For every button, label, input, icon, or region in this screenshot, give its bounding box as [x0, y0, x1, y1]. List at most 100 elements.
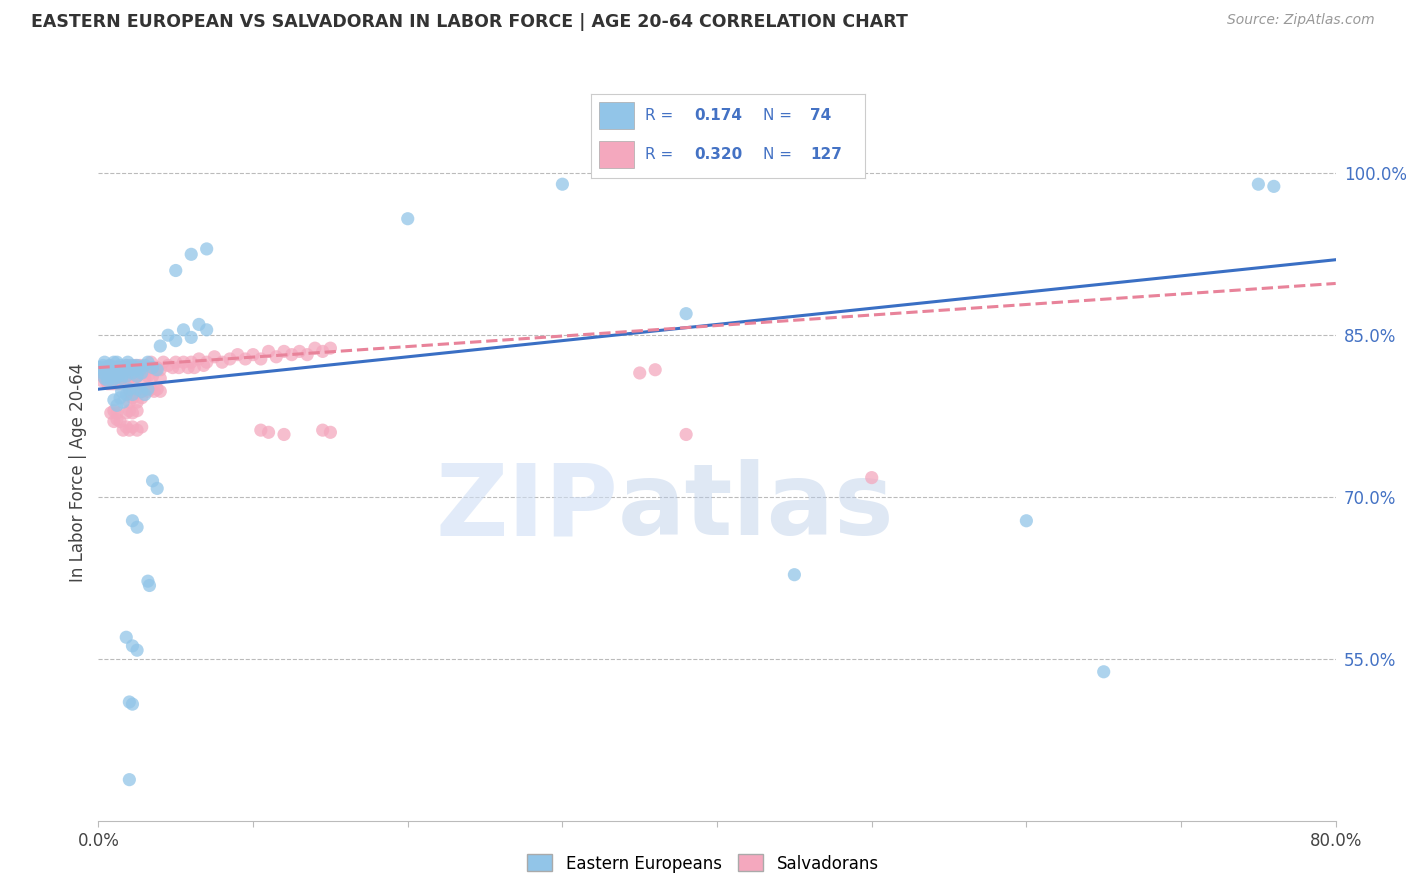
Point [115, 420, 138, 434]
Point [136, 382, 159, 396]
Point [266, 350, 288, 364]
Point [121, 387, 143, 401]
Point [180, 330, 202, 344]
Point [167, 360, 190, 375]
Point [139, 382, 162, 396]
Point [120, 366, 142, 380]
Point [100, 366, 122, 380]
Point [145, 363, 167, 377]
Point [165, 263, 187, 277]
Text: R =: R = [645, 108, 673, 123]
Point [146, 360, 169, 375]
Point [304, 341, 326, 355]
Point [139, 355, 162, 369]
Point [93, 371, 115, 385]
Point [127, 395, 149, 409]
Point [219, 351, 242, 366]
Point [551, 178, 574, 192]
Point [120, 363, 142, 377]
Point [319, 341, 342, 355]
Point [108, 415, 131, 429]
Point [127, 382, 149, 396]
Point [97, 360, 120, 375]
Point [128, 363, 150, 377]
Point [115, 366, 138, 380]
Point [121, 366, 143, 380]
Point [121, 639, 143, 653]
Point [118, 360, 141, 375]
Point [118, 403, 141, 417]
Point [98, 371, 121, 385]
Text: R =: R = [645, 147, 673, 162]
Point [783, 567, 806, 582]
Point [108, 376, 131, 391]
Point [90, 366, 112, 380]
Point [93, 369, 115, 384]
Point [121, 420, 143, 434]
Point [157, 328, 180, 343]
Point [108, 360, 131, 375]
Point [124, 359, 146, 373]
Point [134, 360, 156, 375]
Point [111, 371, 134, 385]
Point [127, 360, 149, 375]
Text: 0.174: 0.174 [695, 108, 742, 123]
Point [193, 359, 215, 373]
Point [105, 376, 128, 391]
Point [136, 355, 159, 369]
Point [112, 369, 135, 384]
Point [297, 348, 319, 362]
Point [107, 360, 129, 375]
Point [628, 366, 651, 380]
Point [97, 363, 120, 377]
Point [121, 382, 143, 396]
Point [103, 366, 125, 380]
Point [142, 360, 165, 375]
Point [105, 360, 128, 375]
Point [89, 360, 111, 375]
Point [98, 363, 121, 377]
Point [131, 420, 153, 434]
Point [136, 384, 159, 399]
Point [121, 360, 143, 375]
Point [162, 360, 184, 375]
Point [101, 374, 124, 388]
Point [97, 374, 120, 388]
Point [107, 374, 129, 388]
Point [131, 363, 153, 377]
Point [100, 406, 122, 420]
Point [100, 359, 122, 373]
Point [96, 369, 118, 384]
Point [96, 363, 118, 377]
Point [136, 369, 159, 384]
Point [312, 344, 335, 359]
Point [118, 363, 141, 377]
Point [122, 374, 145, 388]
Point [112, 423, 135, 437]
Point [136, 574, 159, 589]
Text: N =: N = [763, 108, 792, 123]
Point [149, 363, 172, 377]
Point [121, 406, 143, 420]
Point [100, 369, 122, 384]
Point [131, 391, 153, 405]
Point [281, 348, 304, 362]
Point [195, 355, 218, 369]
Point [121, 697, 143, 711]
Point [105, 363, 128, 377]
Point [128, 382, 150, 396]
Point [121, 359, 143, 373]
Point [118, 395, 141, 409]
Text: 127: 127 [810, 147, 842, 162]
Point [165, 334, 187, 348]
Text: N =: N = [763, 147, 792, 162]
Point [396, 211, 419, 226]
Point [103, 415, 125, 429]
Point [188, 318, 211, 332]
Point [128, 360, 150, 375]
Point [127, 403, 149, 417]
Point [273, 427, 295, 442]
Point [226, 348, 249, 362]
Point [90, 374, 112, 388]
Text: EASTERN EUROPEAN VS SALVADORAN IN LABOR FORCE | AGE 20-64 CORRELATION CHART: EASTERN EUROPEAN VS SALVADORAN IN LABOR … [31, 13, 908, 31]
